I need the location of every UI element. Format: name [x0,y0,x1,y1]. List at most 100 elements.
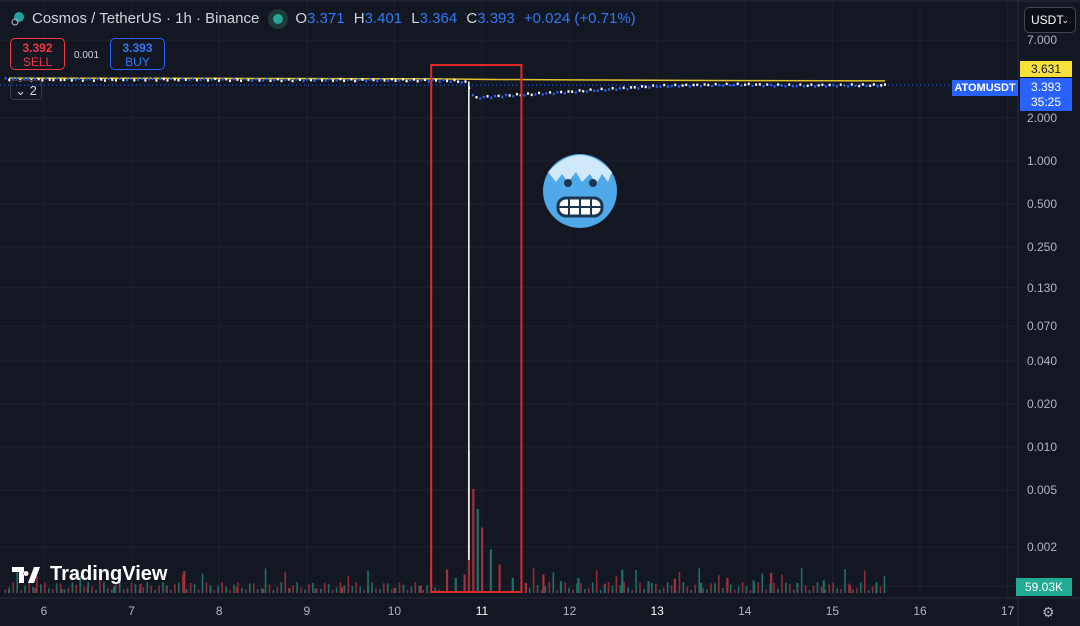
volume-bar [560,584,563,593]
volume-bar [785,582,787,593]
tradingview-logo[interactable]: TradingView [12,563,167,586]
volume-bar [272,589,275,593]
volume-bar [694,584,697,593]
currency-select[interactable]: USDT ⌄ [1024,7,1076,33]
volume-bar [544,586,547,593]
volume-bar [651,582,653,593]
price-candle [125,78,128,82]
price-candle [858,84,861,88]
volume-bar [12,582,15,593]
volume-bar [327,583,330,593]
volume-bar [288,589,291,593]
price-candle [666,85,669,88]
market-status-icon[interactable] [273,13,284,24]
volume-bar [749,589,752,593]
volume-bar [741,582,744,593]
tradingview-wordmark: TradingView [50,563,168,585]
sell-button[interactable]: 3.392 SELL [10,38,65,70]
volume-bar [591,582,594,593]
volume-bar [264,568,267,593]
price-candle [405,79,408,83]
volume-bar [674,589,677,593]
volume-bar [47,588,50,593]
price-candle [644,85,647,89]
time-tick-label: 13 [650,604,664,618]
symbol-title[interactable]: Cosmos / TetherUS · 1h · Binance [32,10,260,27]
volume-bar [611,585,614,593]
price-candle [729,84,732,87]
price-candle [114,79,117,82]
price-candle [412,78,415,81]
price-candle [699,85,702,88]
volume-bar [300,587,302,593]
time-tick-label: 6 [40,604,48,618]
volume-bar [714,583,716,593]
volume-bar [848,585,852,593]
price-candle [751,84,754,88]
price-candle [497,94,500,98]
spread-value: 0.001 [74,50,100,61]
price-candle [722,84,725,87]
volume-bar [619,585,622,593]
price-candle [490,96,493,99]
price-candle [457,80,460,83]
price-candle [865,84,868,88]
volume-bar [375,588,377,593]
volume-bar [284,571,287,593]
price-candle [596,89,599,92]
buy-button[interactable]: 3.393 BUY [110,38,165,70]
volume-bar [75,584,78,593]
price-candle [390,77,393,81]
price-candle [107,77,110,80]
price-candle [379,77,382,81]
price-candle [703,83,706,86]
volume-bar [367,570,369,593]
price-tick-label: 0.020 [1027,396,1058,411]
price-candle [670,84,673,88]
volume-bar [245,589,247,593]
price-tick-label: 0.010 [1027,440,1058,454]
price-candle [854,84,857,87]
price-candle [45,77,48,80]
indicators-collapse-button[interactable]: ⌄ 2 [10,80,42,100]
price-candle [479,97,482,100]
tradingview-logo-icon [12,566,40,583]
time-tick-label: 11 [475,604,489,618]
price-candle [872,83,875,86]
price-candle [103,79,106,82]
price-candle [641,85,644,88]
volume-bar [580,583,582,593]
volume-bar [111,589,113,593]
price-candle [295,78,298,81]
price-candle [585,90,588,93]
volume-bar [139,583,142,593]
price-candle [287,78,290,81]
price-candle [593,89,596,93]
volume-bar [205,582,208,593]
price-candle [810,83,813,86]
bar-countdown: 35:25 [1030,95,1062,109]
price-candle [523,94,526,97]
price-candle [284,78,287,81]
volume-bar [737,586,740,593]
price-candle [504,93,507,97]
price-tick-label: 1.000 [1027,154,1058,168]
volume-bar [463,574,466,593]
volume-bar [556,589,559,593]
price-candle [482,95,485,99]
volume-bar [371,582,373,593]
volume-bar [836,588,838,593]
price-candle [718,83,721,87]
price-candle [247,78,250,82]
volume-bar [390,589,393,593]
volume-bar [666,582,669,593]
price-tick-label: 2.000 [1027,110,1058,125]
settings-gear-icon[interactable]: ⚙ [1042,604,1055,620]
price-candle [291,79,294,83]
price-candle [869,84,872,87]
price-candle [733,83,736,87]
volume-bar [296,582,298,593]
volume-bar [856,587,858,593]
price-candle [442,78,445,82]
